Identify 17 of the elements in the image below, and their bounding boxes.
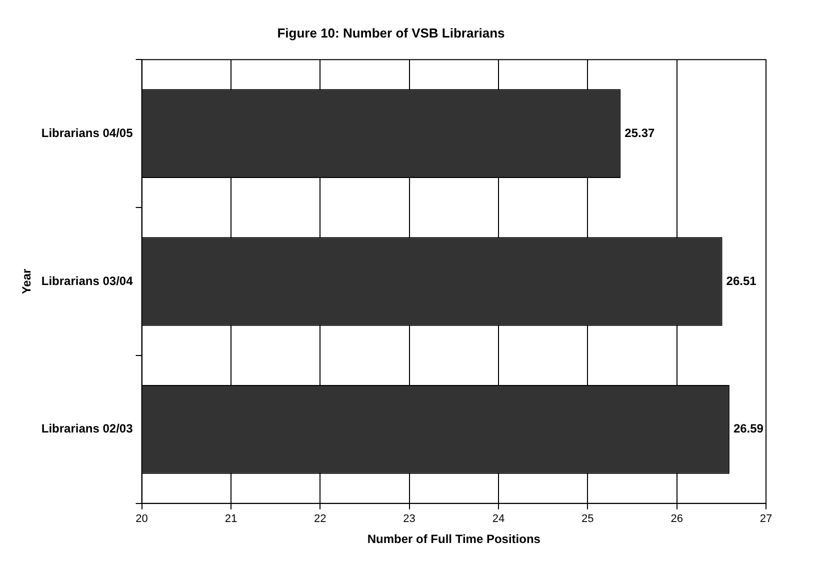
y-tick-label: Librarians 02/03 [41, 422, 134, 436]
x-tick-label: 26 [670, 513, 683, 526]
y-tick-label: Librarians 04/05 [41, 126, 134, 140]
x-tick-label: 21 [224, 513, 238, 526]
x-axis-title: Number of Full Time Positions [367, 532, 541, 546]
x-tick-label: 23 [403, 513, 416, 526]
x-tick-label: 24 [492, 513, 505, 526]
chart-title: Figure 10: Number of VSB Librarians [277, 25, 505, 40]
x-tick-label: 25 [582, 513, 594, 526]
y-tick-label: Librarians 03/04 [41, 274, 134, 288]
x-tick-label: 27 [760, 513, 772, 526]
data-label: 26.51 [726, 274, 757, 288]
y-axis-title: Year [20, 268, 34, 294]
data-label: 25.37 [624, 126, 655, 140]
x-tick-label: 20 [136, 513, 148, 526]
data-label: 26.59 [733, 422, 764, 436]
x-tick-label: 22 [314, 513, 326, 526]
